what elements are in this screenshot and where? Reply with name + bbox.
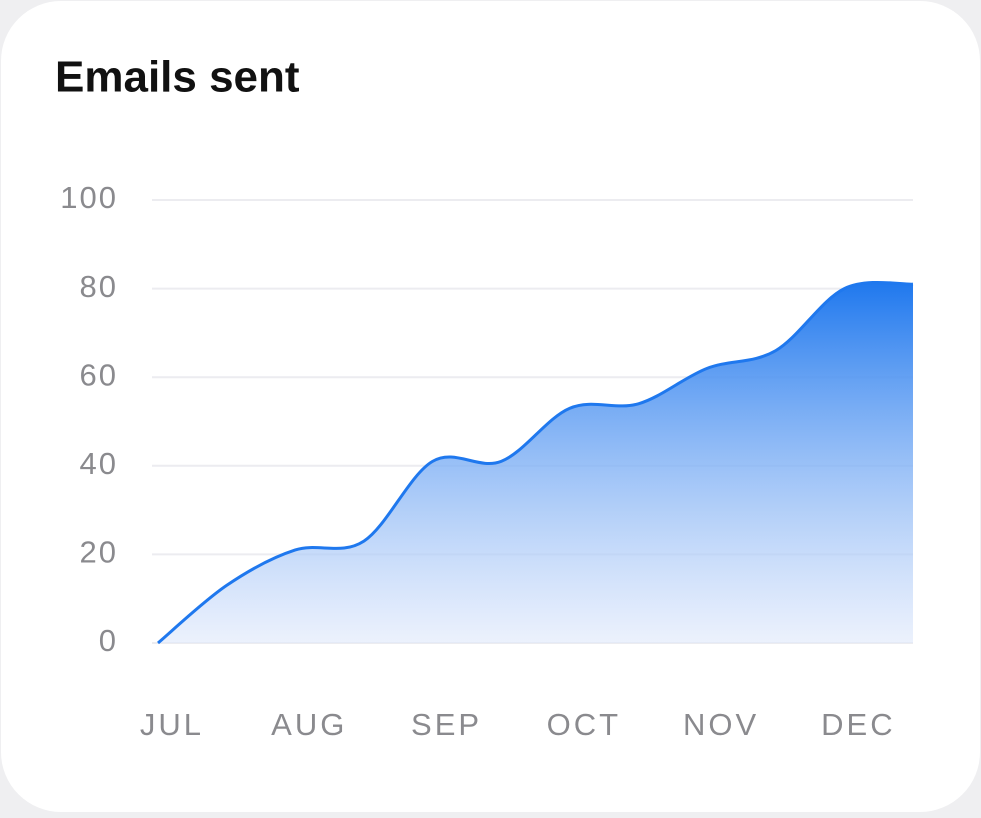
x-tick-label: SEP (411, 707, 482, 742)
y-tick-label: 60 (80, 357, 118, 392)
y-tick-label: 0 (99, 623, 118, 658)
x-tick-label: JUL (140, 707, 204, 742)
y-tick-label: 20 (80, 535, 118, 570)
x-tick-label: OCT (547, 707, 621, 742)
x-tick-label: AUG (271, 707, 347, 742)
y-tick-label: 40 (80, 446, 118, 481)
y-tick-label: 80 (80, 269, 118, 304)
area-fill (158, 282, 913, 643)
x-tick-label: DEC (821, 707, 895, 742)
y-tick-label: 100 (60, 180, 118, 215)
x-tick-label: NOV (683, 707, 759, 742)
area-line (157, 280, 914, 645)
chart-title: Emails sent (55, 53, 300, 102)
